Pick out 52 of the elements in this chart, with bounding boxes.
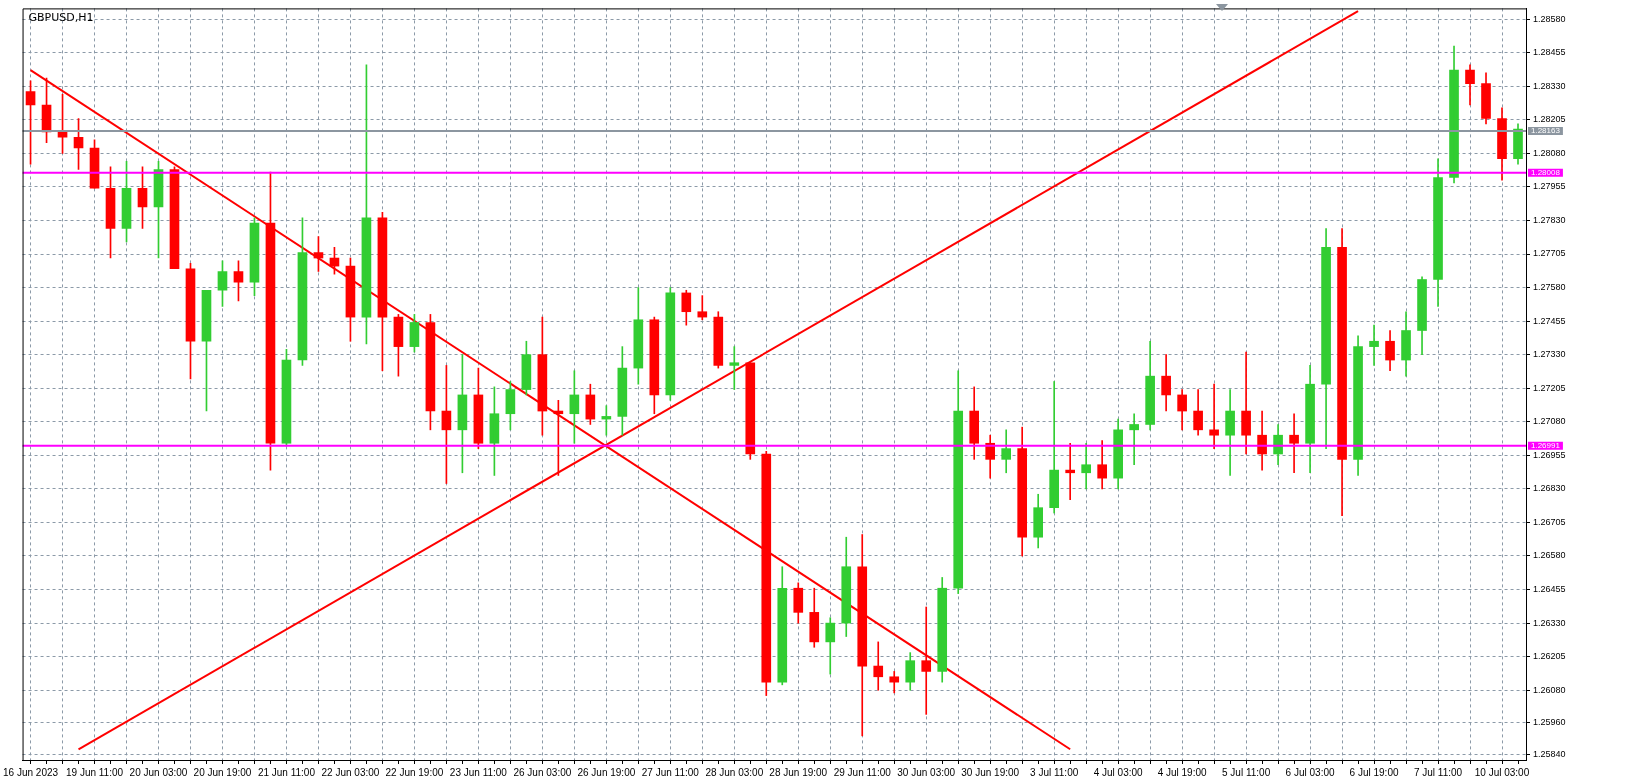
y-tick-label: 1.27205 — [1533, 382, 1566, 393]
y-tick-label: 1.27955 — [1533, 181, 1566, 192]
y-tick-label: 1.27455 — [1533, 315, 1566, 326]
y-tick-label: 1.27830 — [1533, 214, 1566, 225]
y-tick-label: 1.26455 — [1533, 584, 1566, 595]
x-tick-label: 19 Jun 11:00 — [65, 766, 124, 778]
candlestick — [729, 346, 740, 390]
y-tick-label: 1.26955 — [1533, 449, 1566, 460]
x-tick-label: 20 Jun 19:00 — [193, 766, 252, 778]
y-tick-label: 1.27705 — [1533, 248, 1566, 259]
x-tick-label: 5 Jul 11:00 — [1222, 766, 1271, 778]
x-tick-label: 6 Jul 03:00 — [1285, 766, 1335, 778]
x-tick-label: 4 Jul 19:00 — [1157, 766, 1208, 778]
x-tick-label: 30 Jun 03:00 — [897, 766, 956, 778]
y-tick-label: 1.26205 — [1533, 651, 1566, 662]
x-tick-label: 4 Jul 03:00 — [1093, 766, 1144, 778]
x-tick-label: 28 Jun 03:00 — [705, 766, 764, 778]
y-tick-label: 1.25840 — [1533, 749, 1566, 760]
x-tick-label: 23 Jun 11:00 — [449, 766, 508, 778]
x-tick-label: 26 Jun 03:00 — [513, 766, 572, 778]
ref-line-label: 1.26991 — [1531, 440, 1561, 450]
x-tick-label: 27 Jun 11:00 — [641, 766, 700, 778]
y-tick-label: 1.26330 — [1533, 617, 1566, 628]
x-tick-label: 20 Jun 03:00 — [129, 766, 188, 778]
y-tick-label: 1.26830 — [1533, 483, 1566, 494]
x-tick-label: 26 Jun 19:00 — [577, 766, 636, 778]
ref-line-label: 1.28008 — [1531, 167, 1561, 177]
x-tick-label: 30 Jun 19:00 — [961, 766, 1020, 778]
y-tick-label: 1.28205 — [1533, 114, 1566, 125]
y-tick-label: 1.28330 — [1533, 80, 1566, 91]
x-tick-label: 28 Jun 19:00 — [769, 766, 828, 778]
y-tick-label: 1.28580 — [1533, 13, 1566, 24]
x-tick-label: 6 Jul 19:00 — [1349, 766, 1399, 778]
x-tick-label: 22 Jun 03:00 — [321, 766, 380, 778]
x-tick-label: 16 Jun 2023 — [3, 766, 59, 778]
y-tick-label: 1.26580 — [1533, 550, 1566, 561]
x-tick-label: 3 Jul 11:00 — [1030, 766, 1079, 778]
y-tick-label: 1.27080 — [1533, 416, 1566, 427]
y-tick-label: 1.25960 — [1533, 716, 1566, 727]
x-tick-label: 10 Jul 03:00 — [1474, 766, 1530, 778]
y-tick-label: 1.28080 — [1533, 147, 1566, 158]
x-tick-label: 29 Jun 11:00 — [833, 766, 892, 778]
x-tick-label: 7 Jul 11:00 — [1413, 766, 1463, 778]
y-tick-label: 1.26080 — [1533, 684, 1566, 695]
ref-line-label: 1.28163 — [1531, 126, 1561, 136]
chart-title: GBPUSD,H1 — [28, 10, 94, 24]
y-tick-label: 1.27330 — [1533, 349, 1566, 360]
y-tick-label: 1.26705 — [1533, 516, 1566, 527]
y-tick-label: 1.27580 — [1533, 282, 1566, 293]
y-tick-label: 1.28455 — [1533, 47, 1566, 58]
x-tick-label: 21 Jun 11:00 — [257, 766, 316, 778]
x-tick-label: 22 Jun 19:00 — [385, 766, 444, 778]
